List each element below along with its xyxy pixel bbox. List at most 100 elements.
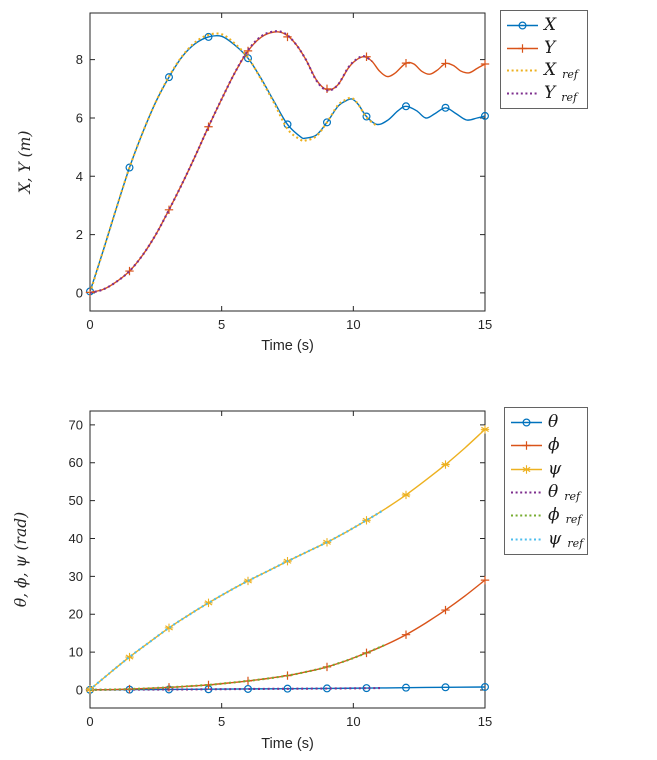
legend-label: X <box>544 60 557 81</box>
data-point-marker <box>323 118 332 127</box>
legend-label: X <box>544 14 557 35</box>
data-point-marker <box>362 516 371 525</box>
legend-item-ϕ-ref: ϕ ref <box>510 505 582 527</box>
data-point-marker <box>441 59 450 68</box>
data-point-marker <box>402 102 411 111</box>
data-point-marker <box>522 418 531 427</box>
legend-line-sample <box>507 69 538 72</box>
legend-label: θ <box>548 412 559 433</box>
legend-item-Y: Y <box>506 37 582 59</box>
legend-label-subscript: ref <box>567 536 584 550</box>
legend-line-sample <box>507 21 538 30</box>
data-point-marker <box>164 205 174 215</box>
data-point-marker <box>164 623 174 633</box>
data-point-marker <box>125 266 134 276</box>
x-tick-label: 10 <box>346 317 360 332</box>
x-axis-label: Time (s) <box>261 736 314 752</box>
axes-box <box>89 12 486 312</box>
data-point-marker <box>518 21 527 30</box>
y-tick-label: 50 <box>69 493 83 508</box>
series-line-ϕ-ref <box>89 643 386 691</box>
data-point-marker <box>204 598 213 608</box>
data-point-marker <box>283 32 292 42</box>
data-point-marker <box>522 441 531 451</box>
y-tick-label: 2 <box>76 227 83 242</box>
y-tick-label: 8 <box>76 52 83 67</box>
x-tick-label: 0 <box>86 714 93 729</box>
legend-label-subscript: ref <box>562 68 578 82</box>
data-point-marker <box>441 683 450 692</box>
y-axis-label: θ, ϕ, ψ (rad) <box>12 512 30 607</box>
data-point-marker <box>283 684 292 693</box>
series-line-Y-ref <box>89 30 373 294</box>
legend-label: ψ <box>548 458 562 479</box>
data-point-marker <box>480 575 490 585</box>
legend-line-sample <box>511 441 542 451</box>
bottom-chart-canvas: 0 5 10 15 0 10 20 30 40 50 60 70 Time (s) θ, ϕ, ψ (ra… <box>12 410 492 752</box>
data-point-marker <box>401 58 411 68</box>
data-point-marker <box>243 46 253 56</box>
y-tick-label: 40 <box>69 531 83 546</box>
legend-line-sample <box>507 43 538 53</box>
data-point-marker <box>522 465 531 474</box>
legend-label-subscript: ref <box>564 490 581 504</box>
y-tick-label: 4 <box>76 169 83 184</box>
data-point-marker <box>204 32 213 41</box>
legend-label-subscript: ref <box>565 513 582 527</box>
axes-box <box>89 410 486 709</box>
y-tick-label: 30 <box>69 569 83 584</box>
data-point-marker <box>441 103 450 112</box>
y-axis-label: X, Y (m) <box>16 131 34 195</box>
series-line-X <box>89 34 486 292</box>
data-point-marker <box>125 652 134 662</box>
y-tick-label: 0 <box>76 683 83 698</box>
data-point-marker <box>480 425 490 434</box>
data-point-marker <box>441 460 450 469</box>
legend-line-sample <box>511 514 542 518</box>
series-line-ψ-ref <box>89 509 383 691</box>
legend-item-ψ-ref: ψ ref <box>510 528 584 550</box>
legend-item-θ: θ <box>510 412 582 434</box>
legend-item-ψ: ψ <box>510 458 582 480</box>
x-tick-label: 5 <box>218 714 225 729</box>
legend-label: ψ <box>548 528 562 549</box>
legend-item-θ-ref: θ ref <box>510 482 582 504</box>
data-point-marker <box>481 682 490 691</box>
data-point-marker <box>362 648 371 658</box>
legend-label: Y <box>544 83 556 104</box>
legend-line-sample <box>511 491 542 494</box>
y-tick-label: 20 <box>69 607 83 622</box>
data-point-marker <box>322 84 332 94</box>
data-point-marker <box>480 59 490 69</box>
legend-label-subscript: ref <box>561 91 578 105</box>
legend-label: Y <box>544 37 556 58</box>
y-tick-label: 6 <box>76 110 83 125</box>
y-tick-label: 70 <box>69 417 83 432</box>
series-line-Y <box>89 31 486 293</box>
x-tick-label: 0 <box>86 317 93 332</box>
data-point-marker <box>481 111 490 120</box>
top-chart-canvas: 0 5 10 15 0 2 4 6 8 Time (s) X, Y (m) <box>16 12 492 354</box>
legend-item-ϕ: ϕ <box>510 435 582 457</box>
x-tick-label: 5 <box>218 317 225 332</box>
x-tick-label: 15 <box>478 317 492 332</box>
data-point-marker <box>441 605 450 615</box>
data-point-marker <box>204 122 213 131</box>
series-line-X-ref <box>88 32 378 294</box>
data-point-marker <box>165 73 174 82</box>
data-point-marker <box>401 630 411 639</box>
y-tick-label: 0 <box>76 285 83 300</box>
data-point-marker <box>401 490 411 500</box>
legend-label: θ <box>548 482 559 503</box>
legend-line-sample <box>511 538 542 541</box>
data-point-marker <box>125 163 134 172</box>
x-tick-label: 10 <box>346 714 360 729</box>
data-point-marker <box>518 43 527 53</box>
data-point-marker <box>362 112 371 121</box>
legend-item-X: X <box>506 14 582 36</box>
y-tick-label: 10 <box>69 645 83 660</box>
